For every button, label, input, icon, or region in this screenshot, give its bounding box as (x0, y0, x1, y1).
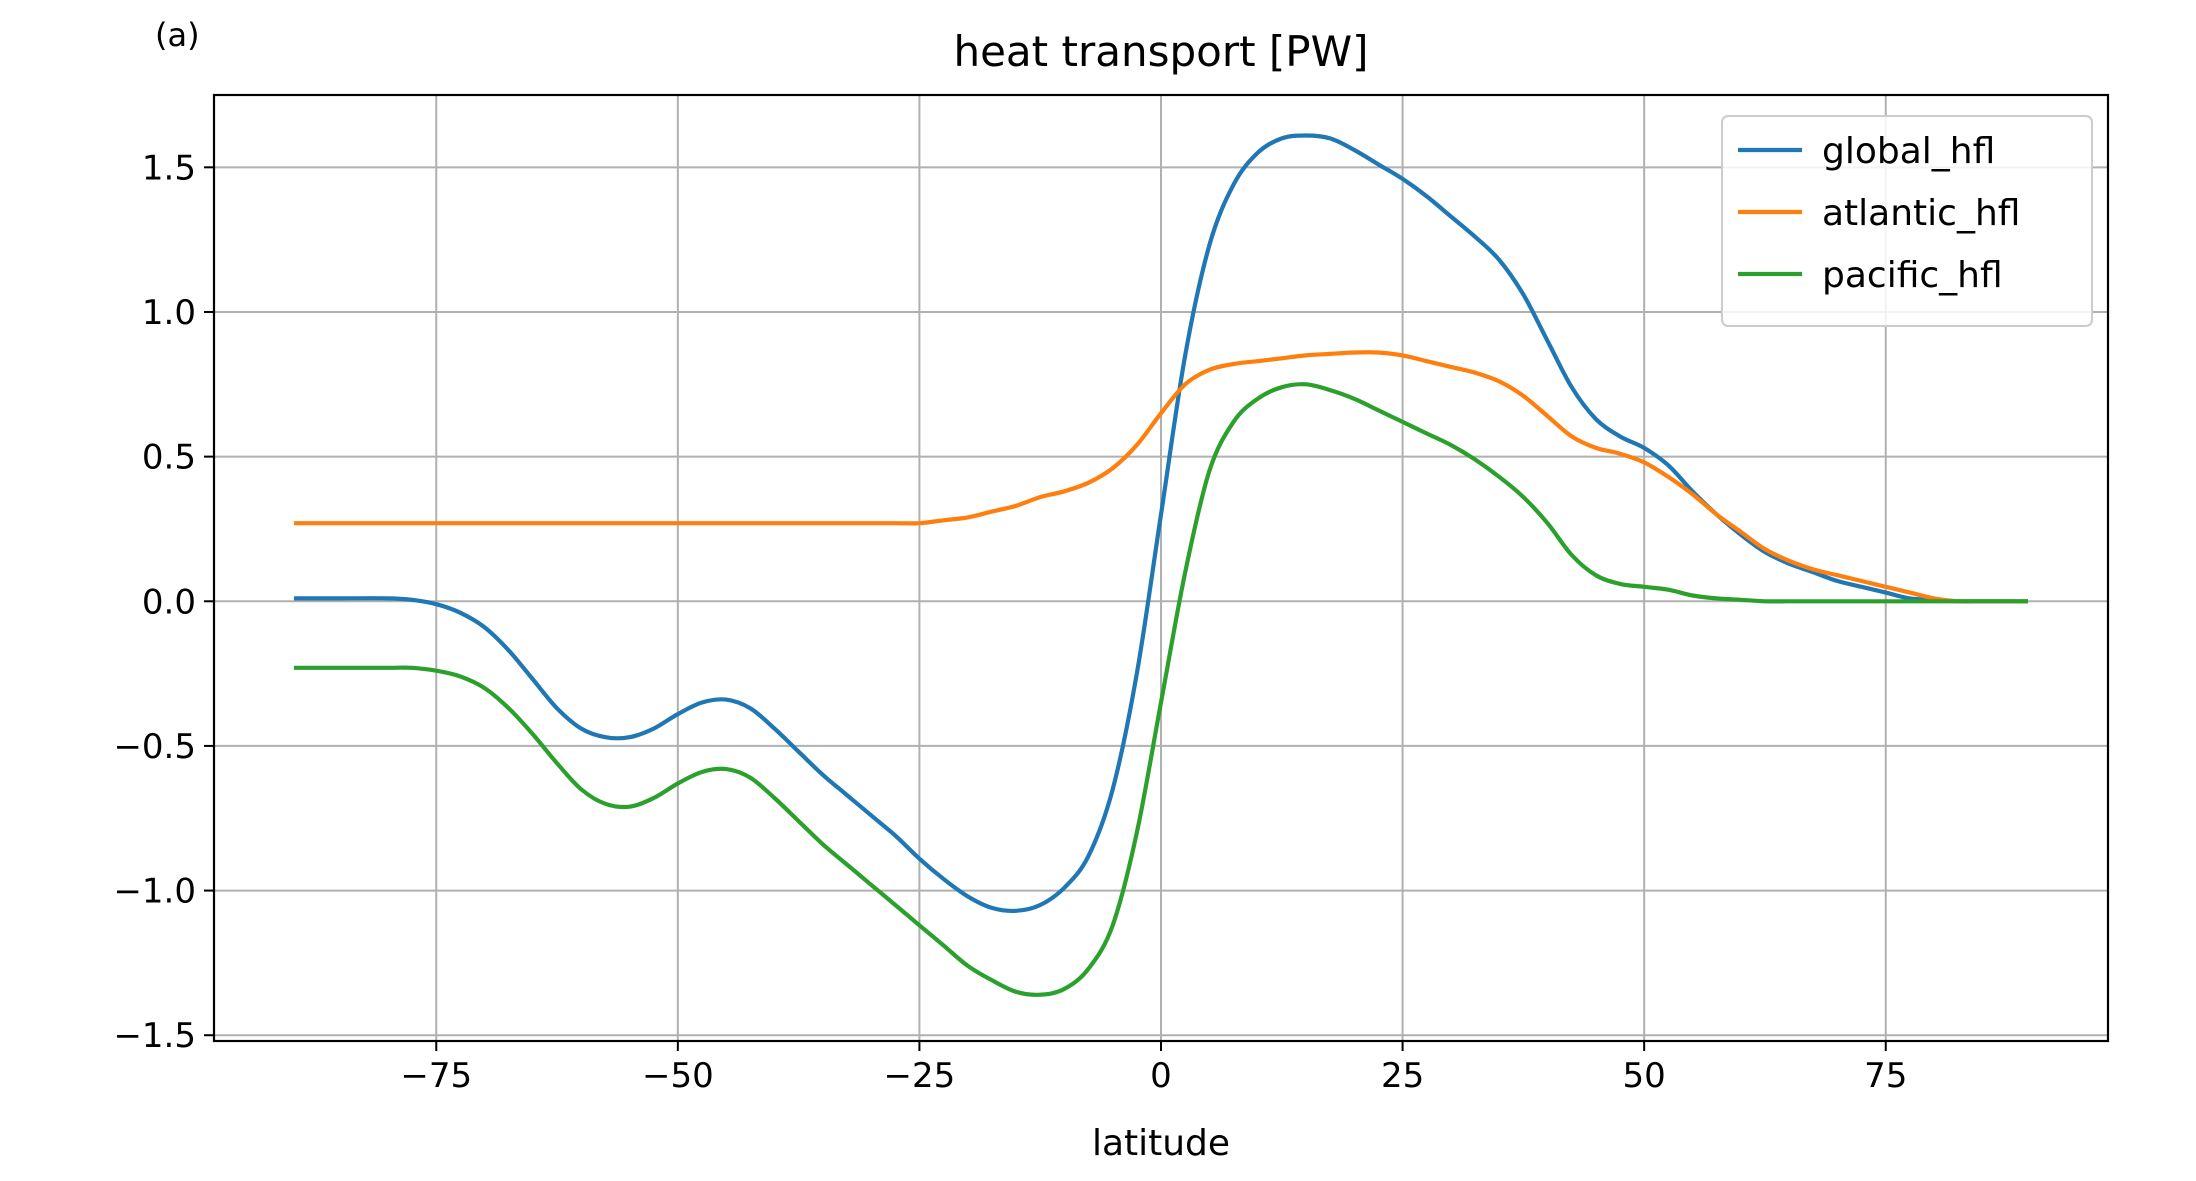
axis-ticks: −75 −50 −25 0 25 50 75 −1.5 −1.0 −0.5 0.0 0.5 1.0 1.5 (113, 148, 1907, 1096)
x-tick-label: 50 (1623, 1056, 1666, 1096)
x-tick-label: −25 (884, 1056, 956, 1096)
x-tick-label: −50 (642, 1056, 714, 1096)
legend-label: atlantic_hfl (1822, 193, 2020, 234)
y-tick-label: 0.5 (142, 438, 196, 478)
chart-title: heat transport [PW] (953, 27, 1368, 76)
x-tick-label: 75 (1864, 1056, 1907, 1096)
y-tick-label: 1.0 (142, 293, 196, 333)
series-line-pacific-hfl (294, 382, 2028, 997)
x-tick-label: 25 (1381, 1056, 1424, 1096)
x-tick-label: 0 (1150, 1056, 1172, 1096)
y-tick-label: 0.0 (142, 582, 196, 622)
series-line-atlantic-hfl (294, 350, 2028, 604)
y-tick-label: 1.5 (142, 148, 196, 188)
panel-label: (a) (155, 16, 200, 54)
y-tick-label: −1.0 (113, 872, 196, 912)
legend-label: pacific_hfl (1822, 255, 2003, 296)
legend-box (1721, 115, 2093, 327)
y-tick-label: −0.5 (113, 727, 196, 767)
x-axis-label: latitude (1092, 1123, 1230, 1164)
series-lines (294, 133, 2028, 997)
legend: global_hfl atlantic_hfl pacific_hfl (1721, 115, 2093, 327)
legend-label: global_hfl (1822, 131, 1995, 172)
y-tick-label: −1.5 (113, 1016, 196, 1056)
x-tick-label: −75 (400, 1056, 472, 1096)
